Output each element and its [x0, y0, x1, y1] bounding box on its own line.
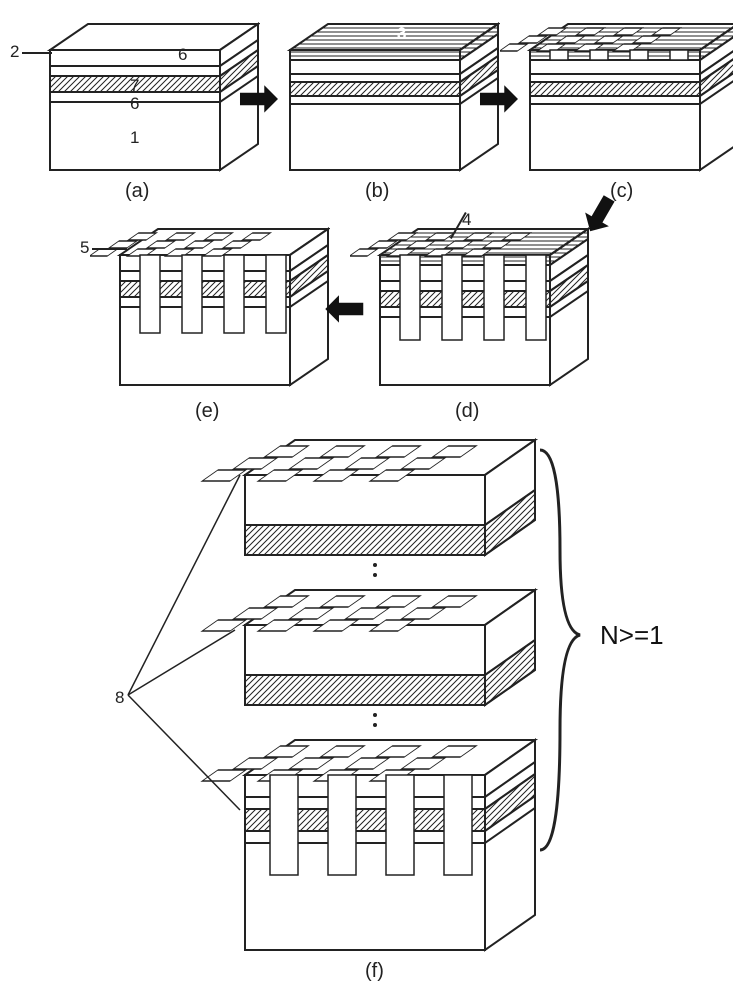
label-e: (e) [195, 400, 219, 423]
callout-1: 1 [130, 128, 139, 148]
panel-c-svg [500, 10, 733, 200]
label-b: (b) [365, 180, 389, 203]
callout-6b: 6 [130, 94, 139, 114]
callout-6a: 6 [178, 45, 187, 65]
arrow-a-b: ➡ [238, 75, 278, 123]
arrow-d-e: ➡ [325, 285, 365, 333]
callout-7: 7 [130, 76, 139, 96]
label-d: (d) [455, 400, 479, 423]
leader-8-svg [120, 470, 250, 830]
arrow-b-c: ➡ [478, 75, 518, 123]
callout-5: 5 [80, 238, 89, 258]
panel-d-svg [350, 215, 590, 415]
callout-3: 3 [397, 24, 406, 44]
label-a: (a) [125, 180, 149, 203]
annotation-n: N>=1 [600, 620, 664, 651]
panel-a-svg [20, 10, 260, 200]
label-f: (f) [365, 960, 384, 983]
panel-e-svg [90, 215, 330, 415]
leader-5 [92, 248, 127, 250]
panel-b-svg [260, 10, 500, 200]
callout-2: 2 [10, 42, 19, 62]
leader-2 [22, 52, 52, 54]
